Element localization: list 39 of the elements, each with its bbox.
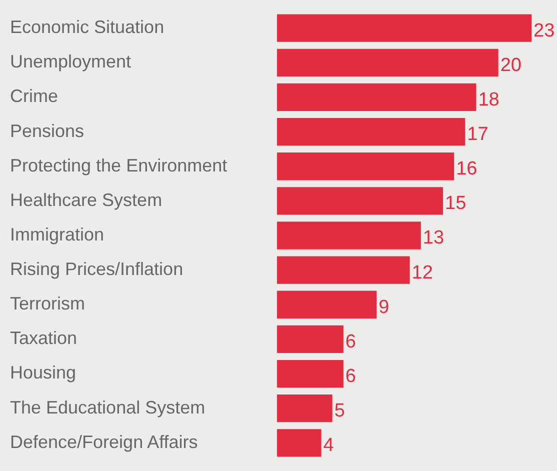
bar: [277, 48, 498, 76]
bar: [277, 290, 377, 318]
y-tick-label: Immigration: [10, 224, 104, 244]
y-tick-label: Housing: [10, 362, 76, 383]
bar: [277, 222, 421, 250]
data-label: 20: [500, 54, 522, 76]
bar: [277, 325, 344, 354]
y-tick-label: Crime: [10, 86, 58, 106]
y-tick-label: Protecting the Environment: [10, 155, 228, 176]
data-label: 13: [422, 228, 444, 249]
data-label: 23: [534, 20, 555, 42]
bar: [277, 394, 332, 422]
y-tick-label: Defence/Foreign Affairs: [10, 432, 198, 452]
y-tick-label: Terrorism: [10, 294, 85, 314]
data-label: 17: [467, 124, 488, 146]
data-label: 15: [445, 193, 466, 214]
y-tick-label: Economic Situation: [10, 17, 164, 38]
bar: [277, 118, 466, 146]
bar: [277, 152, 454, 180]
data-label: 6: [345, 366, 356, 388]
bar: [277, 429, 322, 457]
data-label: 18: [478, 89, 500, 110]
data-label: 12: [412, 262, 433, 284]
y-tick-label: Taxation: [10, 328, 78, 348]
bar: [277, 256, 410, 284]
y-tick-label: Pensions: [10, 120, 84, 141]
y-tick-label: Healthcare System: [10, 190, 162, 210]
data-label: 9: [378, 296, 390, 318]
bar: [277, 14, 532, 42]
data-label: 6: [345, 331, 356, 352]
y-tick-label: Unemployment: [10, 52, 132, 72]
y-tick-label: The Educational System: [10, 397, 206, 418]
y-tick-label: Rising Prices/Inflation: [10, 259, 184, 280]
bar: [277, 187, 444, 215]
bar: [277, 83, 476, 112]
data-label: 4: [323, 435, 334, 456]
data-label: 5: [334, 400, 345, 422]
bar: [277, 360, 344, 388]
data-label: 16: [456, 158, 478, 180]
